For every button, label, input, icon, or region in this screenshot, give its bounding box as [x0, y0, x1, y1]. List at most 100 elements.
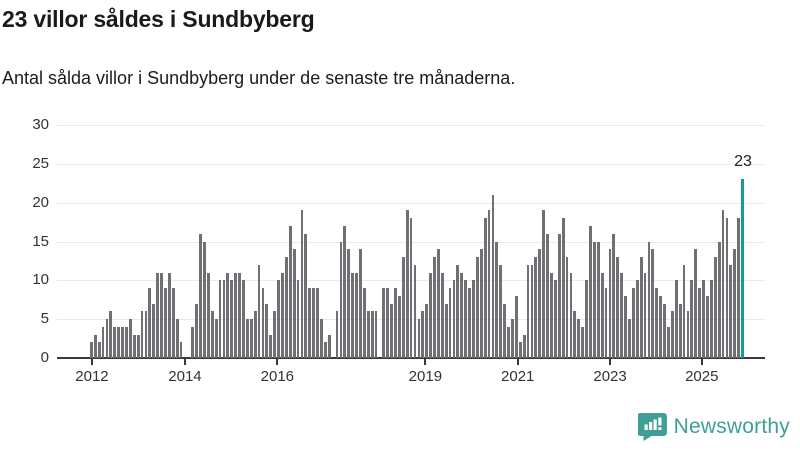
bar	[249, 319, 253, 358]
bar	[394, 288, 397, 358]
bar	[277, 280, 280, 358]
bar	[670, 311, 674, 358]
bar	[452, 280, 456, 358]
bar	[144, 311, 148, 358]
bar	[97, 342, 101, 358]
x-axis-tick-label: 2014	[168, 368, 202, 385]
bar	[565, 257, 569, 358]
page-title: 23 villor såldes i Sundbyberg	[2, 6, 315, 32]
y-axis-tick-label: 0	[40, 349, 49, 366]
bar	[702, 280, 705, 358]
bar	[351, 272, 355, 358]
newsworthy-logo-text: Newsworthy	[673, 414, 790, 438]
chart-subtitle: Antal sålda villor i Sundbyberg under de…	[2, 68, 516, 88]
bar	[355, 272, 358, 358]
bar	[436, 249, 440, 358]
bar	[655, 288, 659, 358]
bar	[499, 264, 503, 358]
bar	[405, 210, 409, 358]
bar	[401, 257, 405, 358]
bar	[164, 288, 167, 358]
bar	[398, 295, 401, 358]
bar	[386, 288, 390, 358]
bar	[230, 280, 234, 358]
bar	[171, 288, 175, 358]
logo-exclamation-dot	[657, 427, 662, 430]
bar	[573, 311, 577, 358]
newsworthy-logo[interactable]: Newsworthy	[636, 412, 790, 441]
bar	[526, 264, 530, 358]
bar	[226, 272, 230, 358]
bar	[667, 326, 670, 358]
bar	[495, 241, 499, 358]
bar	[206, 272, 210, 358]
bar	[631, 288, 635, 358]
bar	[245, 319, 249, 358]
x-axis-tick	[90, 359, 93, 365]
x-axis-tick-label: 2012	[75, 368, 109, 385]
bar	[335, 311, 339, 358]
bar	[421, 311, 425, 358]
bar	[101, 326, 105, 358]
bar	[479, 249, 483, 358]
bar	[175, 319, 179, 358]
bar	[136, 334, 140, 358]
bar	[709, 280, 713, 358]
bar	[663, 303, 666, 358]
bar	[109, 311, 113, 358]
bar	[491, 194, 495, 358]
bar	[359, 249, 362, 358]
bar	[304, 233, 308, 358]
bar	[156, 272, 160, 358]
bar	[503, 303, 507, 358]
bar	[460, 272, 464, 358]
bar	[600, 272, 604, 358]
y-axis-tick-label: 30	[32, 116, 49, 133]
bar	[440, 272, 444, 358]
x-axis-tick-label: 2025	[685, 368, 719, 385]
last-value-annotation: 23	[734, 153, 752, 171]
gridline	[57, 125, 765, 126]
bar	[105, 319, 109, 358]
bar	[238, 272, 241, 358]
bar	[374, 311, 378, 358]
bar	[113, 326, 117, 358]
bar	[620, 272, 624, 358]
x-axis-tick	[276, 359, 279, 365]
bar	[409, 218, 413, 358]
x-axis-tick	[183, 359, 186, 365]
bar	[698, 288, 701, 358]
bar	[581, 326, 585, 358]
bar	[327, 334, 331, 358]
bar	[585, 280, 588, 358]
x-axis-tick-label: 2023	[593, 368, 627, 385]
bar	[308, 288, 312, 358]
bar	[550, 272, 553, 358]
bar	[690, 280, 694, 358]
bar	[647, 241, 651, 358]
bar	[721, 210, 725, 358]
bar	[483, 218, 487, 358]
bar	[475, 257, 479, 358]
bar	[624, 295, 627, 358]
bar	[616, 257, 620, 358]
bar	[651, 249, 655, 358]
x-axis-tick	[424, 359, 427, 365]
bar	[674, 280, 678, 358]
bar	[448, 288, 452, 358]
bar	[456, 264, 460, 358]
bar	[148, 288, 152, 358]
bar	[542, 210, 546, 358]
bar	[203, 241, 206, 358]
bar	[160, 272, 163, 358]
logo-bar-2	[648, 422, 652, 430]
bar	[312, 288, 316, 358]
bar	[659, 295, 663, 358]
bar	[320, 319, 323, 358]
y-axis-tick-label: 20	[32, 193, 49, 211]
y-axis-tick-label: 15	[32, 232, 49, 250]
bar	[530, 264, 534, 358]
y-axis-tick-label: 25	[32, 154, 49, 172]
y-axis-tick-label: 10	[32, 271, 49, 289]
x-axis-tick	[609, 359, 612, 365]
